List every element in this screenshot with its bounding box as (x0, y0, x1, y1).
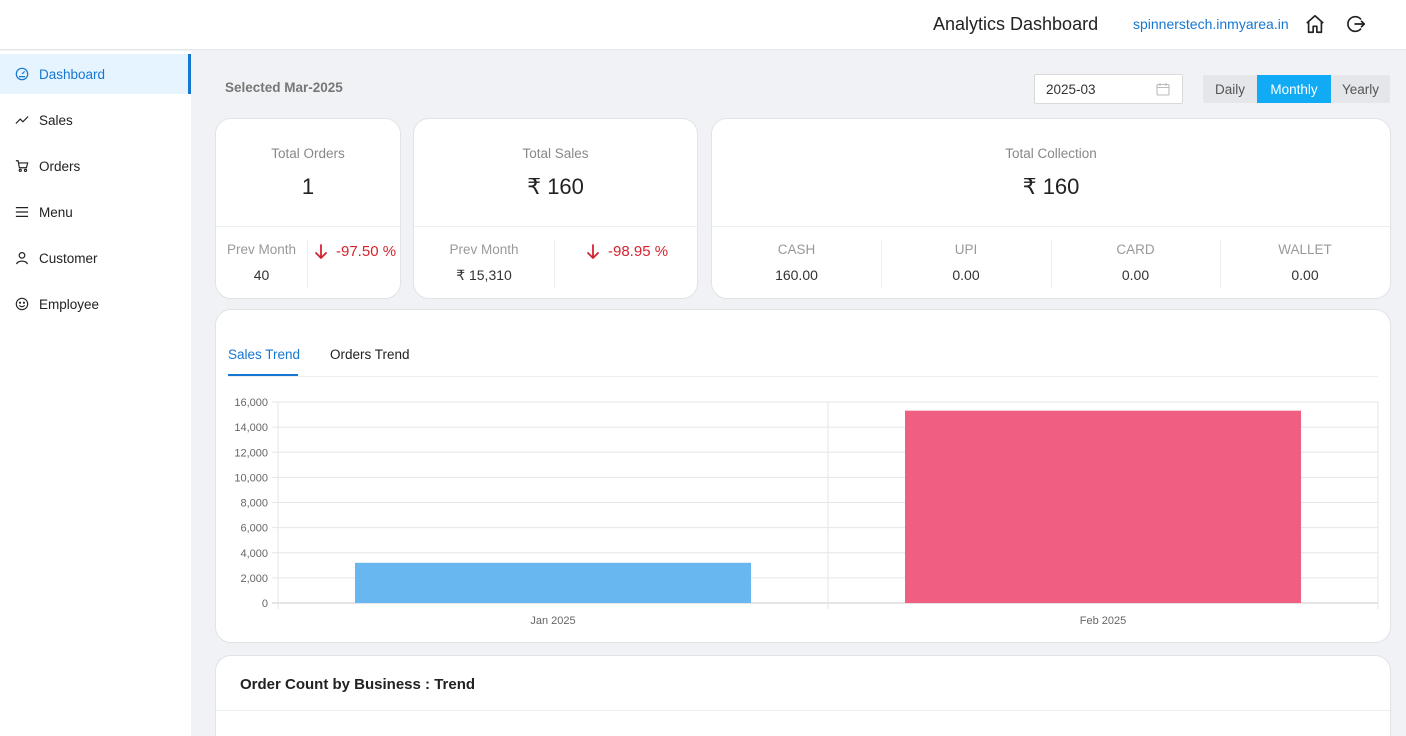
sidebar-item-dashboard[interactable]: Dashboard (0, 54, 191, 94)
sidebar-item-label: Menu (39, 204, 73, 220)
sidebar-item-label: Customer (39, 250, 98, 266)
sidebar-item-orders[interactable]: Orders (0, 146, 191, 186)
logout-icon[interactable] (1345, 13, 1367, 35)
total-sales-label: Total Sales (522, 146, 589, 161)
wallet-value: 0.00 (1291, 267, 1319, 283)
sidebar-item-label: Sales (39, 112, 73, 128)
total-collection-label: Total Collection (1005, 146, 1097, 161)
tab-sales-trend[interactable]: Sales Trend (228, 347, 301, 362)
divider (414, 226, 697, 227)
arrow-down-icon (587, 243, 599, 259)
business-trend-title: Order Count by Business : Trend (240, 676, 476, 693)
card-label: CARD (1116, 242, 1155, 257)
total-collection-value: ₹ 160 (1022, 174, 1080, 199)
x-tick-label: Jan 2025 (530, 615, 575, 627)
month-picker-value: 2025-03 (1046, 81, 1096, 97)
cash-value: 160.00 (775, 267, 818, 283)
bar (905, 410, 1301, 603)
y-tick-label: 16,000 (234, 397, 268, 409)
prev-month-orders: 40 (253, 267, 270, 283)
trend-line-icon (15, 113, 29, 127)
business-trend-card (215, 655, 1391, 736)
card-value: 0.00 (1121, 267, 1150, 283)
sidebar-item-label: Orders (39, 158, 81, 174)
sidebar-item-menu[interactable]: Menu (0, 192, 191, 232)
selected-period-label: Selected Mar-2025 (225, 80, 343, 95)
sidebar-item-employee[interactable]: Employee (0, 284, 191, 324)
divider (881, 240, 882, 288)
cart-icon (15, 159, 29, 173)
sidebar-item-customer[interactable]: Customer (0, 238, 191, 278)
tab-divider (228, 376, 1378, 377)
period-daily-button[interactable]: Daily (1203, 75, 1257, 103)
period-monthly-button[interactable]: Monthly (1257, 75, 1331, 103)
prev-month-label: Prev Month (449, 242, 519, 257)
menu-icon (15, 205, 29, 219)
prev-month-label: Prev Month (226, 242, 297, 257)
total-orders-card: Total Orders 1 Prev Month 40 -97.50 % (215, 118, 401, 299)
y-tick-label: 12,000 (234, 447, 268, 459)
month-picker[interactable]: 2025-03 (1034, 74, 1183, 104)
sidebar-item-sales[interactable]: Sales (0, 100, 191, 140)
divider (1051, 240, 1052, 288)
bar (355, 562, 751, 603)
y-tick-label: 4,000 (240, 548, 268, 560)
site-link[interactable]: spinnerstech.inmyarea.in (1133, 16, 1289, 32)
divider (554, 240, 555, 288)
divider (216, 226, 400, 227)
total-sales-card: Total Sales ₹ 160 Prev Month ₹ 15,310 -9… (413, 118, 698, 299)
orders-change-value: -97.50 % (336, 243, 397, 260)
upi-value: 0.00 (952, 267, 980, 283)
calendar-icon (1156, 82, 1170, 96)
wallet-label: WALLET (1278, 242, 1332, 257)
dashboard-icon (15, 67, 29, 81)
cash-label: CASH (777, 242, 816, 257)
active-tab-indicator (228, 374, 298, 376)
arrow-down-icon (315, 243, 327, 259)
sidebar: Dashboard Sales Orders Menu Customer Emp… (0, 51, 191, 736)
tab-orders-trend[interactable]: Orders Trend (330, 347, 410, 362)
sales-trend-chart: 0 2,000 4,000 6,000 8,000 10,000 12,000 14,000 1… (234, 397, 1379, 627)
x-tick-label: Feb 2025 (1080, 615, 1126, 627)
orders-change: -97.50 % (314, 243, 396, 260)
divider (216, 710, 1390, 711)
sidebar-item-label: Employee (39, 296, 100, 312)
total-orders-label: Total Orders (271, 146, 345, 161)
total-orders-value: 1 (301, 174, 315, 199)
top-header: Analytics Dashboard spinnerstech.inmyare… (0, 0, 1406, 50)
total-sales-value: ₹ 160 (527, 174, 584, 199)
y-tick-label: 0 (262, 598, 268, 610)
y-tick-label: 8,000 (240, 498, 268, 510)
divider (307, 240, 308, 288)
prev-month-sales: ₹ 15,310 (456, 267, 512, 283)
total-collection-card: Total Collection ₹ 160 CASH 160.00 UPI 0… (711, 118, 1391, 299)
smile-icon (15, 297, 29, 311)
y-tick-label: 6,000 (240, 523, 268, 535)
home-icon[interactable] (1304, 13, 1326, 35)
sales-change: -98.95 % (586, 243, 668, 260)
y-tick-label: 2,000 (240, 573, 268, 585)
divider (712, 226, 1390, 227)
y-tick-label: 10,000 (234, 472, 268, 484)
upi-label: UPI (954, 242, 978, 257)
sidebar-item-label: Dashboard (39, 66, 106, 82)
app-title: Analytics Dashboard (933, 14, 1099, 34)
y-tick-label: 14,000 (234, 422, 268, 434)
user-icon (15, 251, 29, 265)
sales-change-value: -98.95 % (608, 243, 669, 260)
period-yearly-button[interactable]: Yearly (1331, 75, 1390, 103)
divider (1220, 240, 1221, 288)
